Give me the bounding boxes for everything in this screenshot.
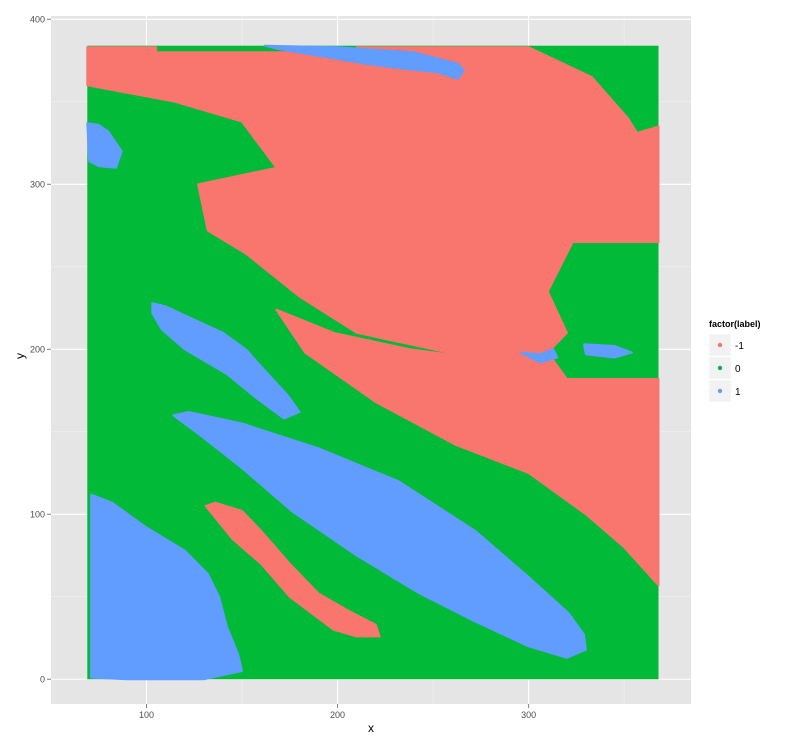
region-label-1 bbox=[151, 302, 301, 420]
y-tick-label: 0 bbox=[40, 674, 45, 684]
x-axis-title: x bbox=[368, 721, 374, 735]
legend-marker bbox=[717, 388, 723, 394]
region-label-1 bbox=[172, 411, 587, 659]
legend-marker bbox=[717, 365, 723, 371]
x-tick-label: 200 bbox=[330, 710, 345, 720]
y-tick-label: 200 bbox=[30, 344, 45, 354]
y-axis-title: y bbox=[13, 353, 27, 359]
y-axis: 0 100 200 300 400 bbox=[30, 14, 51, 684]
region-label-1 bbox=[264, 44, 465, 80]
x-axis: 100 200 300 bbox=[139, 704, 536, 720]
legend-label: 0 bbox=[735, 364, 741, 375]
y-tick-label: 400 bbox=[30, 14, 45, 24]
legend-label: 1 bbox=[735, 387, 741, 398]
legend: factor(label) -1 0 1 bbox=[708, 319, 761, 403]
x-tick-label: 300 bbox=[521, 710, 536, 720]
region-label-1 bbox=[90, 493, 243, 681]
y-tick-label: 300 bbox=[30, 179, 45, 189]
region-label--1 bbox=[393, 125, 660, 359]
region-label-1 bbox=[86, 122, 123, 169]
legend-title: factor(label) bbox=[709, 319, 761, 329]
region-label-1 bbox=[583, 343, 633, 359]
legend-marker bbox=[717, 342, 723, 348]
data-layer bbox=[86, 44, 660, 681]
region-label-1 bbox=[520, 348, 559, 364]
y-tick-label: 100 bbox=[30, 509, 45, 519]
x-tick-label: 100 bbox=[139, 710, 154, 720]
region-label--1 bbox=[204, 501, 381, 638]
legend-label: -1 bbox=[735, 341, 744, 352]
